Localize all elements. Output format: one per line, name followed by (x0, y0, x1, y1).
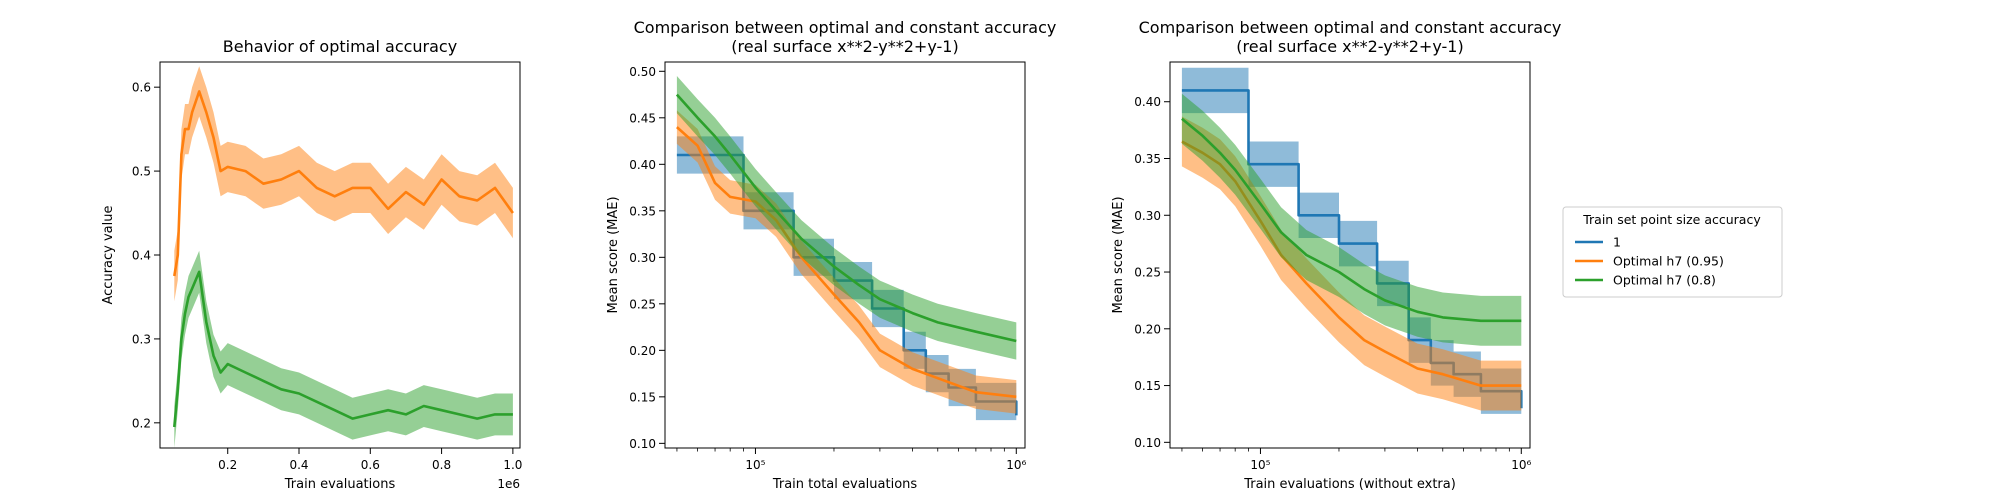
chart-title: Comparison between optimal and constant … (1139, 18, 1562, 37)
series-line-3 (1181, 117, 1522, 323)
y-tick-label: 0.3 (132, 332, 151, 346)
y-tick-label: 0.20 (1134, 322, 1161, 336)
x-tick-label: 1.0 (503, 458, 522, 472)
axes-frame (1169, 61, 1531, 449)
x-axis-label: Train evaluations (284, 477, 396, 492)
chart-title: (real surface x**2-y**2+y-1) (1236, 37, 1463, 56)
legend-entry-label: Optimal h7 (0.8) (1613, 273, 1716, 288)
x-tick-label: 0.4 (289, 458, 308, 472)
chart-panel-3: 10⁵ 10⁶ 0.10 0.15 0.20 0.25 0.30 0.35 0.40 Train … (1111, 18, 1561, 492)
series-band-2 (676, 110, 1017, 414)
y-tick-label: 0.15 (1134, 379, 1161, 393)
chart-title: (real surface x**2-y**2+y-1) (731, 37, 958, 56)
series-line-3 (675, 93, 1017, 343)
chart-title: Comparison between optimal and constant … (634, 18, 1057, 37)
y-tick-label: 0.40 (629, 158, 656, 172)
chart-panel-1: 0.2 0.4 0.6 0.8 1.0 0.2 0.3 0.4 0.5 0.6 Train eval… (101, 37, 522, 492)
series-line-2 (676, 126, 1017, 399)
x-tick-label: 0.6 (361, 458, 380, 472)
y-tick-label: 0.25 (629, 297, 656, 311)
y-tick-label: 0.5 (132, 165, 151, 179)
x-axis-label: Train total evaluations (772, 477, 918, 492)
legend-entries: 1 Optimal h7 (0.95) Optimal h7 (0.8) (1575, 235, 1724, 288)
y-tick-label: 0.10 (1134, 436, 1161, 450)
y-tick-label: 0.50 (629, 65, 656, 79)
series-line-1 (173, 90, 514, 277)
y-tick-label: 0.35 (629, 204, 656, 218)
series-band-2 (174, 250, 513, 448)
y-axis-label: Mean score (MAE) (1111, 196, 1126, 313)
series-band-3 (676, 76, 1017, 360)
x-tick-label: 0.8 (432, 458, 451, 472)
y-tick-label: 0.20 (629, 344, 656, 358)
y-tick-label: 0.30 (629, 251, 656, 265)
x-tick-label: 10⁶ (1511, 458, 1531, 472)
legend-title: Train set point size accuracy (1582, 212, 1761, 227)
legend-entry-label: 1 (1613, 235, 1621, 250)
y-axis-label: Mean score (MAE) (606, 196, 621, 313)
x-offset-text: 1e6 (497, 477, 520, 491)
series-line-2 (173, 270, 513, 428)
series-band-1 (174, 66, 513, 302)
x-tick-label: 10⁵ (1250, 458, 1270, 472)
y-tick-label: 0.40 (1134, 95, 1161, 109)
chart-title: Behavior of optimal accuracy (223, 37, 457, 56)
axes-frame (664, 61, 1026, 449)
y-tick-label: 0.6 (132, 81, 151, 95)
x-axis-label: Train evaluations (without extra) (1243, 477, 1456, 492)
chart-panel-2: 10⁵ 10⁶ 0.10 0.15 0.20 0.25 0.30 0.35 0.40 0.45 0.… (606, 18, 1056, 492)
y-tick-label: 0.35 (1134, 152, 1161, 166)
y-axis-label: Accuracy value (101, 206, 116, 305)
legend-entry-label: Optimal h7 (0.95) (1613, 254, 1724, 269)
x-tick-label: 10⁶ (1006, 458, 1026, 472)
y-tick-label: 0.30 (1134, 209, 1161, 223)
y-tick-label: 0.45 (629, 111, 656, 125)
legend-frame (1562, 206, 1783, 298)
y-tick-label: 0.25 (1134, 266, 1161, 280)
x-tick-label: 0.2 (218, 458, 237, 472)
y-tick-label: 0.10 (629, 437, 656, 451)
panels: 0.2 0.4 0.6 0.8 1.0 0.2 0.3 0.4 0.5 0.6 Train eval… (101, 18, 1561, 492)
y-tick-label: 0.15 (629, 390, 656, 404)
legend: Train set point size accuracy 1 Optimal h… (1562, 206, 1783, 298)
x-tick-label: 10⁵ (745, 458, 765, 472)
y-tick-label: 0.2 (132, 416, 151, 430)
y-tick-label: 0.4 (132, 249, 151, 263)
